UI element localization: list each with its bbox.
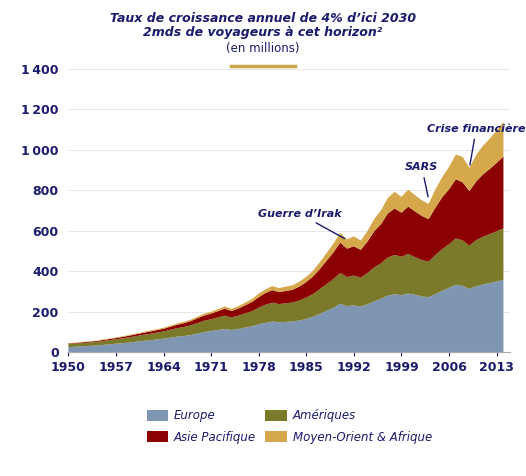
Text: SARS: SARS	[405, 162, 439, 197]
Text: (en millions): (en millions)	[226, 42, 300, 55]
Text: Taux de croissance annuel de 4% d’ici 2030: Taux de croissance annuel de 4% d’ici 20…	[110, 12, 416, 25]
Text: Guerre d’Irak: Guerre d’Irak	[258, 208, 345, 238]
Text: 2mds de voyageurs à cet horizon²: 2mds de voyageurs à cet horizon²	[144, 26, 382, 39]
Legend: Europe, Asie Pacifique, Amériques, Moyen-Orient & Afrique: Europe, Asie Pacifique, Amériques, Moyen…	[142, 405, 437, 448]
Text: Crise financière: Crise financière	[427, 124, 525, 165]
